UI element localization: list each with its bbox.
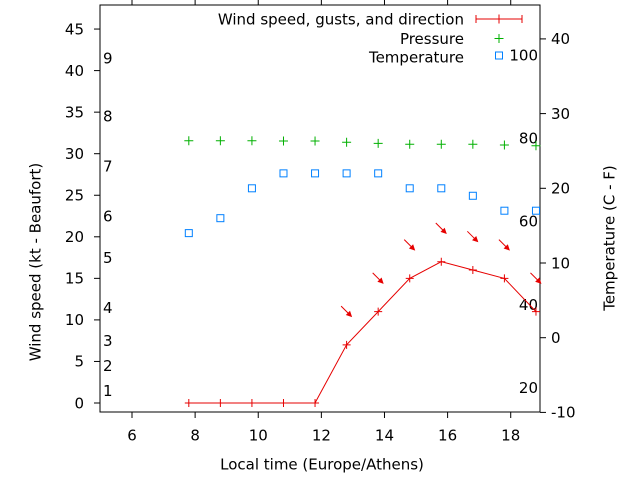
x-tick-label: 8 (190, 426, 200, 444)
pressure-marker (310, 136, 320, 146)
legend-label-temperature: Temperature (368, 48, 464, 66)
temperature-marker (216, 214, 225, 223)
pressure-marker (184, 136, 194, 146)
pressure-marker (373, 138, 383, 148)
x-tick-label: 10 (249, 426, 268, 444)
y-left-tick-label: 45 (65, 20, 84, 38)
wind-direction-arrow-head (440, 227, 447, 234)
temperature-marker (437, 184, 446, 193)
fahrenheit-scale-label: 80 (519, 130, 538, 148)
x-tick-label: 16 (438, 426, 457, 444)
y-left-tick-label: 15 (65, 270, 84, 288)
beaufort-scale-label: 1 (103, 382, 113, 400)
beaufort-scale-label: 6 (103, 207, 113, 225)
y-right-tick-label: 30 (551, 105, 570, 123)
wind-point-marker (437, 257, 446, 266)
pressure-marker (247, 136, 257, 146)
y-right-tick-label: 40 (551, 30, 570, 48)
x-tick-label: 18 (501, 426, 520, 444)
wind-direction-arrow-head (345, 310, 353, 318)
beaufort-scale-label: 3 (103, 332, 113, 350)
wind-speed-line (188, 261, 537, 404)
beaufort-scale-label: 9 (103, 50, 113, 68)
temperature-marker (311, 169, 320, 178)
temperature-marker (500, 206, 509, 215)
generated-chart-layer: 6 8 10 12 14 16 18051015202530354045123456789-… (65, 0, 576, 444)
wind-point-marker (216, 399, 225, 407)
legend-label-wind: Wind speed, gusts, and direction (218, 10, 464, 28)
beaufort-scale-label: 8 (103, 108, 113, 126)
y-left-tick-label: 10 (65, 311, 84, 329)
temperature-marker (374, 169, 383, 178)
temperature-marker (184, 229, 193, 238)
pressure-marker (215, 136, 225, 146)
y-right-tick-label: -10 (551, 404, 576, 422)
wind-direction-arrow-head (377, 277, 384, 284)
temperature-marker (405, 184, 414, 193)
x-tick-label: 12 (312, 426, 331, 444)
beaufort-scale-label: 2 (103, 357, 113, 375)
beaufort-scale-label: 7 (103, 158, 113, 176)
wind-direction-arrow-head (503, 244, 510, 251)
legend-label-pressure: Pressure (400, 30, 464, 48)
plot-border (99, 4, 541, 413)
fahrenheit-scale-label: 20 (519, 379, 538, 397)
wind-point-marker (531, 307, 540, 316)
fahrenheit-scale-label: 60 (519, 213, 538, 231)
pressure-marker (436, 139, 446, 149)
legend-wind-sample-marker (475, 14, 523, 24)
y-left-tick-label: 35 (65, 103, 84, 121)
y-left-tick-label: 0 (74, 394, 84, 412)
fahrenheit-scale-label: 100 (509, 47, 538, 65)
wind-point-marker (311, 399, 320, 407)
pressure-marker (531, 141, 541, 151)
y-left-tick-label: 40 (65, 62, 84, 80)
y-right-tick-label: 0 (551, 329, 561, 347)
y-right-tick-label: 20 (551, 180, 570, 198)
wind-point-marker (468, 266, 477, 275)
y-right-tick-label: 10 (551, 254, 570, 272)
y-left-tick-label: 5 (74, 353, 84, 371)
temperature-marker (279, 169, 288, 178)
x-tick-label: 6 (127, 426, 137, 444)
y-left-tick-label: 20 (65, 228, 84, 246)
y-left-tick-label: 30 (65, 145, 84, 163)
beaufort-scale-label: 4 (103, 299, 113, 317)
wind-point-marker (405, 274, 414, 283)
legend: Wind speed, gusts, and direction Pressur… (218, 10, 464, 66)
y-right-axis-label: Temperature (C - F) (600, 165, 618, 312)
temperature-marker (531, 206, 540, 215)
wind-direction-arrow-head (408, 244, 416, 251)
pressure-marker (278, 136, 288, 146)
wind-direction-arrow-head (535, 277, 542, 284)
legend-temperature-sample-marker (495, 51, 503, 60)
legend-pressure-sample-marker (494, 34, 504, 43)
wind-point-marker (342, 340, 351, 349)
wind-point-marker (184, 399, 193, 407)
wind-point-marker (247, 399, 256, 407)
wind-point-marker (500, 274, 509, 283)
pressure-marker (405, 139, 415, 149)
temperature-marker (342, 169, 351, 178)
beaufort-scale-label: 5 (103, 249, 113, 267)
pressure-marker (499, 140, 509, 150)
y-left-tick-label: 25 (65, 187, 84, 205)
wind-point-marker (374, 307, 383, 316)
x-axis-label: Local time (Europe/Athens) (220, 455, 424, 473)
pressure-marker (342, 137, 352, 147)
pressure-marker (468, 139, 478, 149)
temperature-marker (468, 191, 477, 200)
wind-direction-arrow-head (472, 236, 479, 243)
x-tick-label: 14 (375, 426, 394, 444)
temperature-marker (247, 184, 256, 193)
y-left-axis-label: Wind speed (kt - Beaufort) (26, 163, 44, 362)
wind-point-marker (279, 399, 288, 407)
